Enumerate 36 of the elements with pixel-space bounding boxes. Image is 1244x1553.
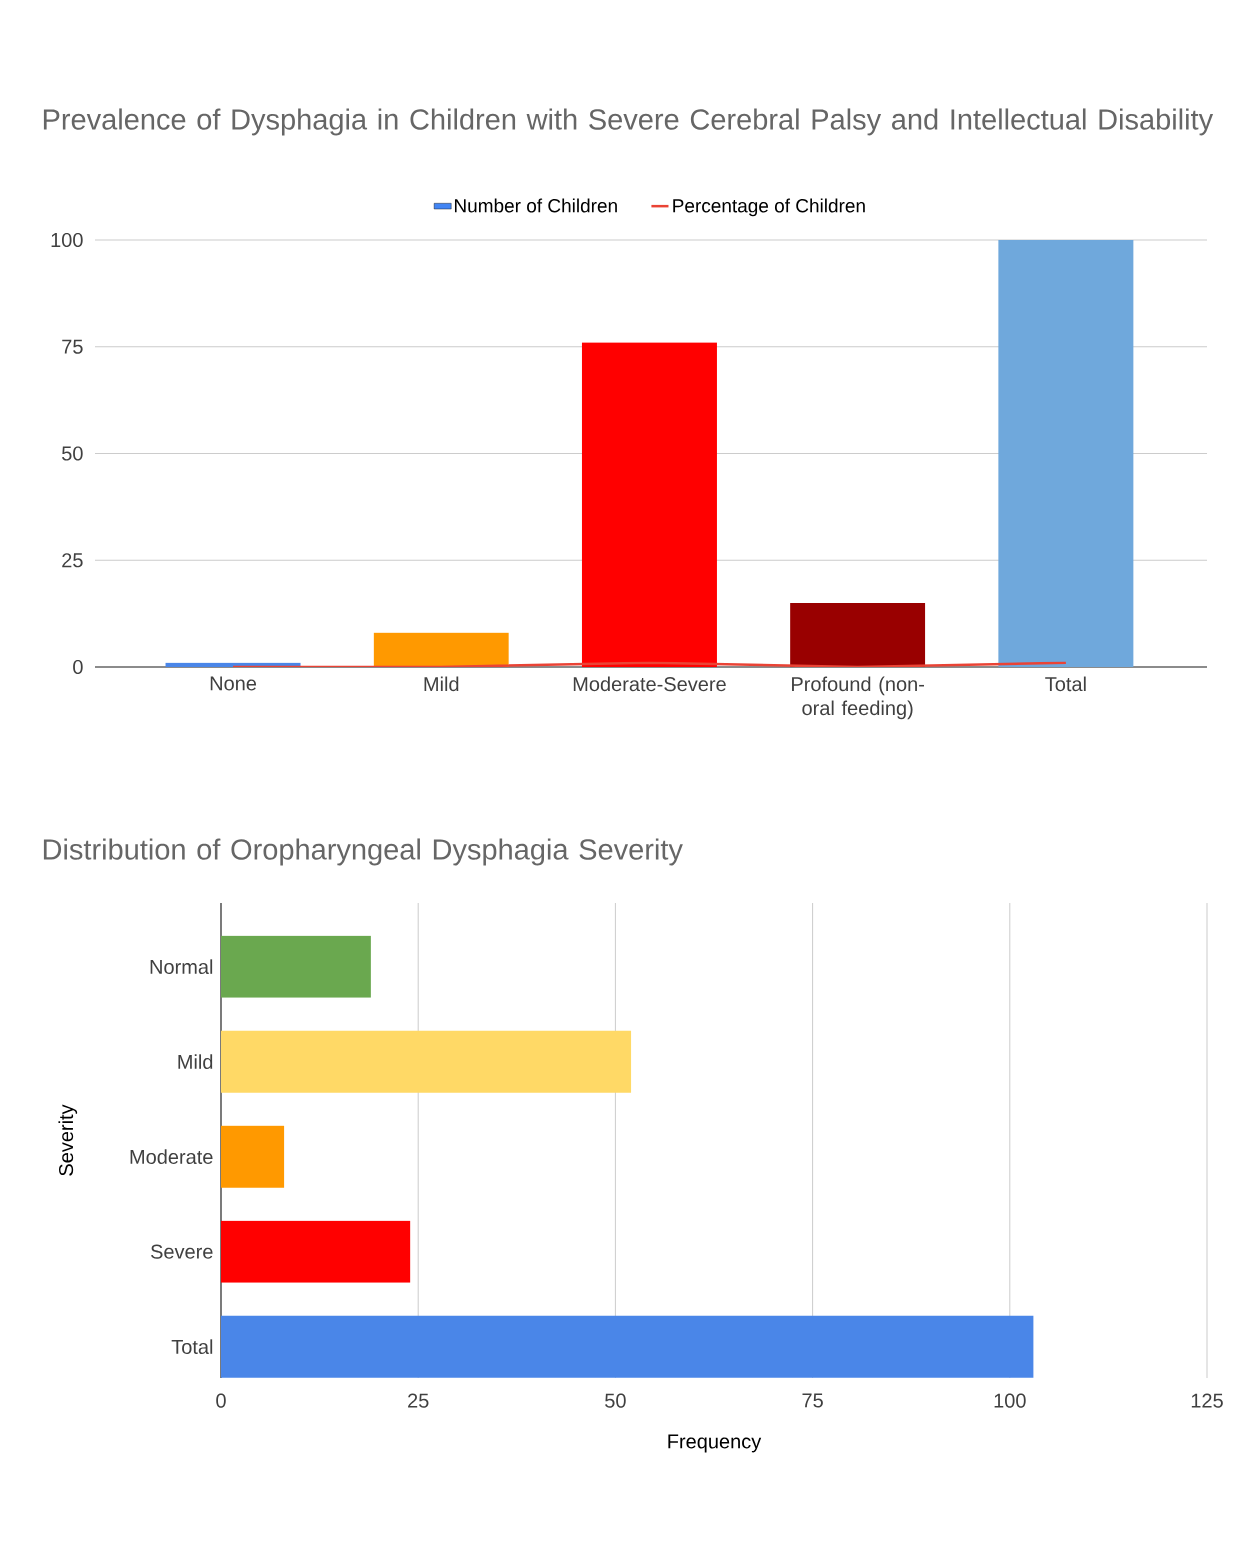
legend-label: Percentage of Children	[673, 198, 865, 217]
bar	[221, 1030, 632, 1093]
y-tick-label: Moderate	[130, 1149, 213, 1164]
x-tick-label: Moderate-Severe	[573, 676, 726, 692]
x-tick-label: Profound (non-oral feeding)	[792, 676, 925, 720]
y-tick-label: Total	[171, 1339, 213, 1354]
y-tick-label: Mild	[178, 1054, 213, 1069]
bar	[221, 1125, 285, 1188]
y-tick-label: 25	[62, 553, 83, 568]
x-axis-title: Frequency	[668, 1434, 762, 1453]
x-tick-label: 100	[994, 1393, 1026, 1408]
y-tick-label: 0	[73, 659, 83, 675]
bar	[221, 935, 371, 998]
bar	[221, 1315, 1034, 1378]
x-tick-label: 0	[216, 1393, 226, 1408]
x-tick-label: Total	[1045, 676, 1086, 692]
y-tick-label: 50	[62, 446, 83, 461]
y-tick-label: Severe	[151, 1244, 213, 1259]
chart-title: Prevalence of Dysphagia in Children with Severe Cerebral Palsy and Intellectual Disability	[43, 108, 1214, 136]
bar	[373, 632, 509, 667]
y-tick-label: 100	[51, 232, 83, 248]
y-tick-label: Normal	[150, 959, 213, 974]
x-tick-label: 25	[408, 1393, 429, 1408]
bar	[221, 1220, 411, 1283]
bar	[790, 602, 926, 667]
y-tick-label: 75	[62, 339, 83, 354]
x-tick-label: None	[210, 676, 257, 691]
chart-title: Distribution of Oropharyngeal Dysphagia Severity	[43, 838, 683, 866]
x-tick-label: 75	[802, 1393, 823, 1408]
x-tick-label: 50	[605, 1393, 626, 1408]
legend-label: Number of Children	[454, 198, 617, 213]
x-tick-label: 125	[1191, 1393, 1223, 1408]
x-tick-label: Mild	[424, 676, 459, 692]
bar	[581, 342, 717, 667]
bar	[998, 239, 1134, 667]
y-axis-title: Severity	[58, 1104, 78, 1176]
